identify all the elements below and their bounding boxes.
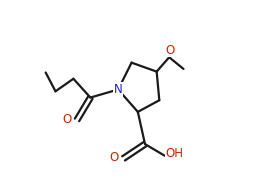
Text: OH: OH	[166, 147, 184, 160]
Text: O: O	[109, 151, 118, 164]
Text: O: O	[62, 113, 72, 125]
Text: O: O	[165, 44, 175, 57]
Text: N: N	[114, 83, 123, 96]
